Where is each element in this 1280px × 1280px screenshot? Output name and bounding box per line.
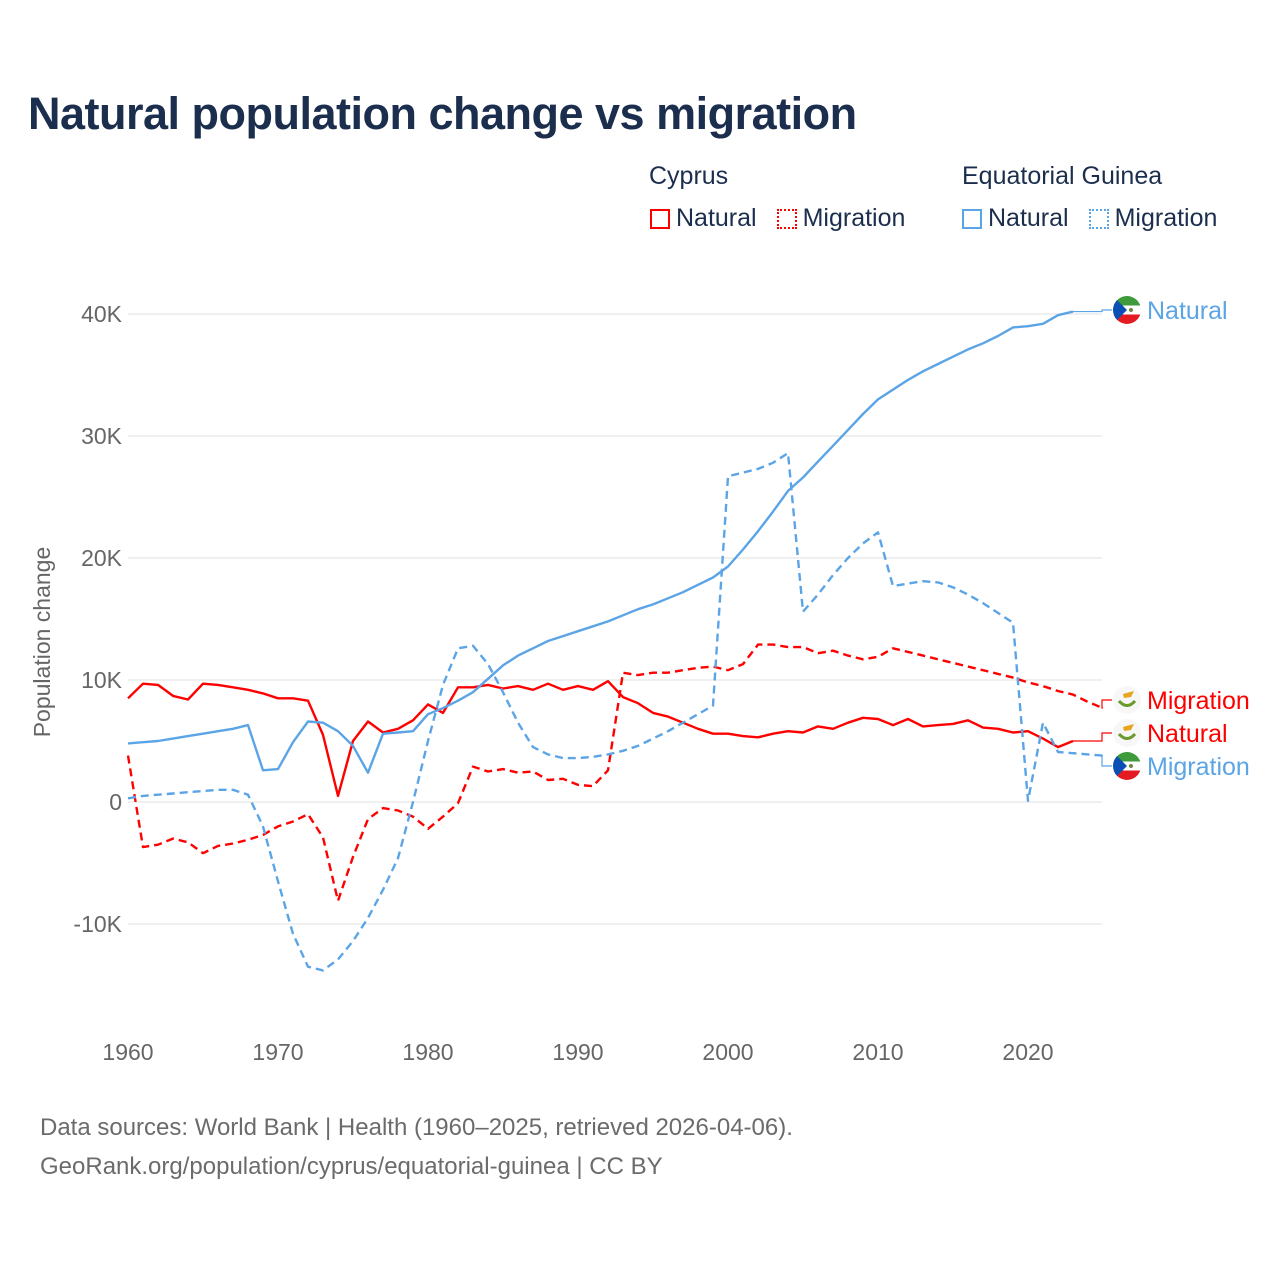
legend-cyprus-items: Natural Migration	[650, 204, 905, 233]
label-connector	[1101, 699, 1112, 709]
flag-olive	[1117, 699, 1137, 707]
y-tick-label: 30K	[81, 423, 123, 449]
series-line-equatorial-guinea-natural	[127, 310, 1074, 774]
legend-label: Natural	[676, 204, 757, 232]
end-label: Natural	[1147, 297, 1228, 325]
x-tick-label: 1990	[552, 1039, 603, 1065]
legend-label: Natural	[988, 204, 1069, 232]
cyprus-flag-icon	[1113, 686, 1141, 714]
data-source-note: Data sources: World Bank | Health (1960–…	[40, 1114, 793, 1141]
end-label: Migration	[1147, 753, 1250, 781]
end-label: Migration	[1147, 687, 1250, 715]
flag-island	[1123, 691, 1134, 698]
legend-swatch-dotted	[776, 208, 797, 229]
legend-item-eg-natural[interactable]: Natural	[962, 204, 1069, 233]
x-tick-label: 1960	[102, 1039, 153, 1065]
legend-label: Migration	[802, 204, 906, 232]
series-line-equatorial-guinea-migration	[127, 451, 1104, 972]
flag-triangle	[1113, 752, 1127, 780]
end-label: Natural	[1147, 720, 1228, 748]
flag-bg	[1113, 686, 1141, 714]
source-url[interactable]: GeoRank.org/population/cyprus/equatorial…	[40, 1153, 663, 1180]
flag-body	[1113, 296, 1141, 324]
chart-title: Natural population change vs migration	[28, 88, 857, 139]
legend-swatch-dotted	[1088, 208, 1109, 229]
y-tick-label: 40K	[81, 301, 123, 327]
legend-item-cyprus-natural[interactable]: Natural	[650, 204, 757, 233]
y-tick-label: 10K	[81, 667, 123, 693]
y-axis-label: Population change	[29, 547, 55, 738]
legend-label: Migration	[1114, 204, 1218, 232]
legend-group-equatorial-guinea: Equatorial Guinea	[962, 162, 1163, 190]
equatorial-guinea-flag-icon	[1113, 752, 1141, 780]
legend-swatch-solid	[650, 208, 670, 229]
legend-item-cyprus-migration[interactable]: Migration	[776, 204, 906, 233]
series-line-cyprus-migration	[126, 643, 1104, 902]
label-connector	[1101, 755, 1112, 767]
flag-red	[1113, 314, 1141, 324]
series-line-cyprus-natural	[127, 680, 1074, 798]
x-tick-label: 1980	[402, 1039, 453, 1065]
flag-bg	[1113, 719, 1141, 747]
flag-olive	[1117, 732, 1137, 740]
cyprus-flag-icon	[1113, 719, 1141, 747]
y-tick-label: -10K	[73, 911, 122, 937]
flag-body	[1113, 752, 1141, 780]
y-tick-label: 20K	[81, 545, 123, 571]
flag-emblem	[1129, 308, 1133, 312]
x-tick-label: 2000	[702, 1039, 753, 1065]
x-tick-label: 1970	[252, 1039, 303, 1065]
flag-emblem	[1129, 764, 1133, 768]
legend-group-cyprus: Cyprus	[649, 162, 729, 190]
footer: Data sources: World Bank | Health (1960–…	[40, 1108, 793, 1186]
label-connector	[1073, 309, 1112, 313]
legend-swatch-solid	[962, 208, 982, 229]
x-tick-label: 2010	[852, 1039, 903, 1065]
y-tick-label: 0	[109, 789, 122, 815]
x-tick-label: 2020	[1002, 1039, 1053, 1065]
equatorial-guinea-flag-icon	[1113, 296, 1141, 324]
legend-item-eg-migration[interactable]: Migration	[1088, 204, 1218, 233]
label-connector	[1073, 732, 1112, 742]
flag-green	[1113, 296, 1141, 306]
flag-island	[1123, 724, 1134, 731]
legend-eg-items: Natural Migration	[962, 204, 1217, 233]
flag-green	[1113, 752, 1141, 762]
flag-triangle	[1113, 296, 1127, 324]
flag-red	[1113, 770, 1141, 780]
